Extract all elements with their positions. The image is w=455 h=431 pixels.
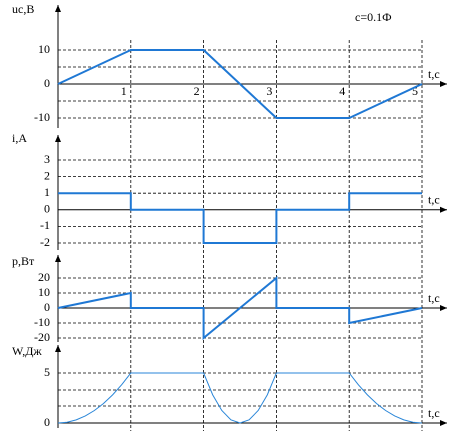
y-tick-label: 3 [44,152,50,166]
x-tick-label: 1 [121,84,127,98]
data-line [57,275,423,341]
y-tick-label: -1 [40,218,50,232]
x-axis-label: t,c [428,67,440,81]
y-tick-label: -2 [40,235,50,249]
data-line [57,372,423,424]
y-tick-label: 1 [44,185,50,199]
data-line [58,192,422,244]
x-tick-label: 2 [194,84,200,98]
y-tick-label: 20 [38,270,50,284]
y-tick-label: 10 [38,285,50,299]
y-tick-label: 2 [44,168,50,182]
y-tick-label: 0 [44,76,50,90]
x-axis-label: t,c [428,193,440,207]
y-tick-label: 10 [38,42,50,56]
x-tick-label: 4 [339,84,345,98]
y-tick-label: 0 [44,202,50,216]
x-axis-label: t,c [428,406,440,420]
data-line [57,49,423,119]
y-tick-label: -10 [34,315,50,329]
y-tick-label: 0 [44,415,50,429]
y-axis-label: uc,B [12,2,34,16]
annotation: c=0.1Ф [355,10,392,24]
x-axis-label: t,c [428,291,440,305]
y-tick-label: -20 [34,330,50,344]
y-tick-label: -10 [34,110,50,124]
y-tick-label: 0 [44,300,50,314]
y-tick-label: 5 [44,365,50,379]
y-axis-label: p,Вт [12,254,35,268]
x-tick-label: 5 [412,84,418,98]
y-axis-label: W,Дж [12,344,42,358]
y-axis-label: i,A [12,131,27,145]
x-tick-label: 3 [266,84,272,98]
